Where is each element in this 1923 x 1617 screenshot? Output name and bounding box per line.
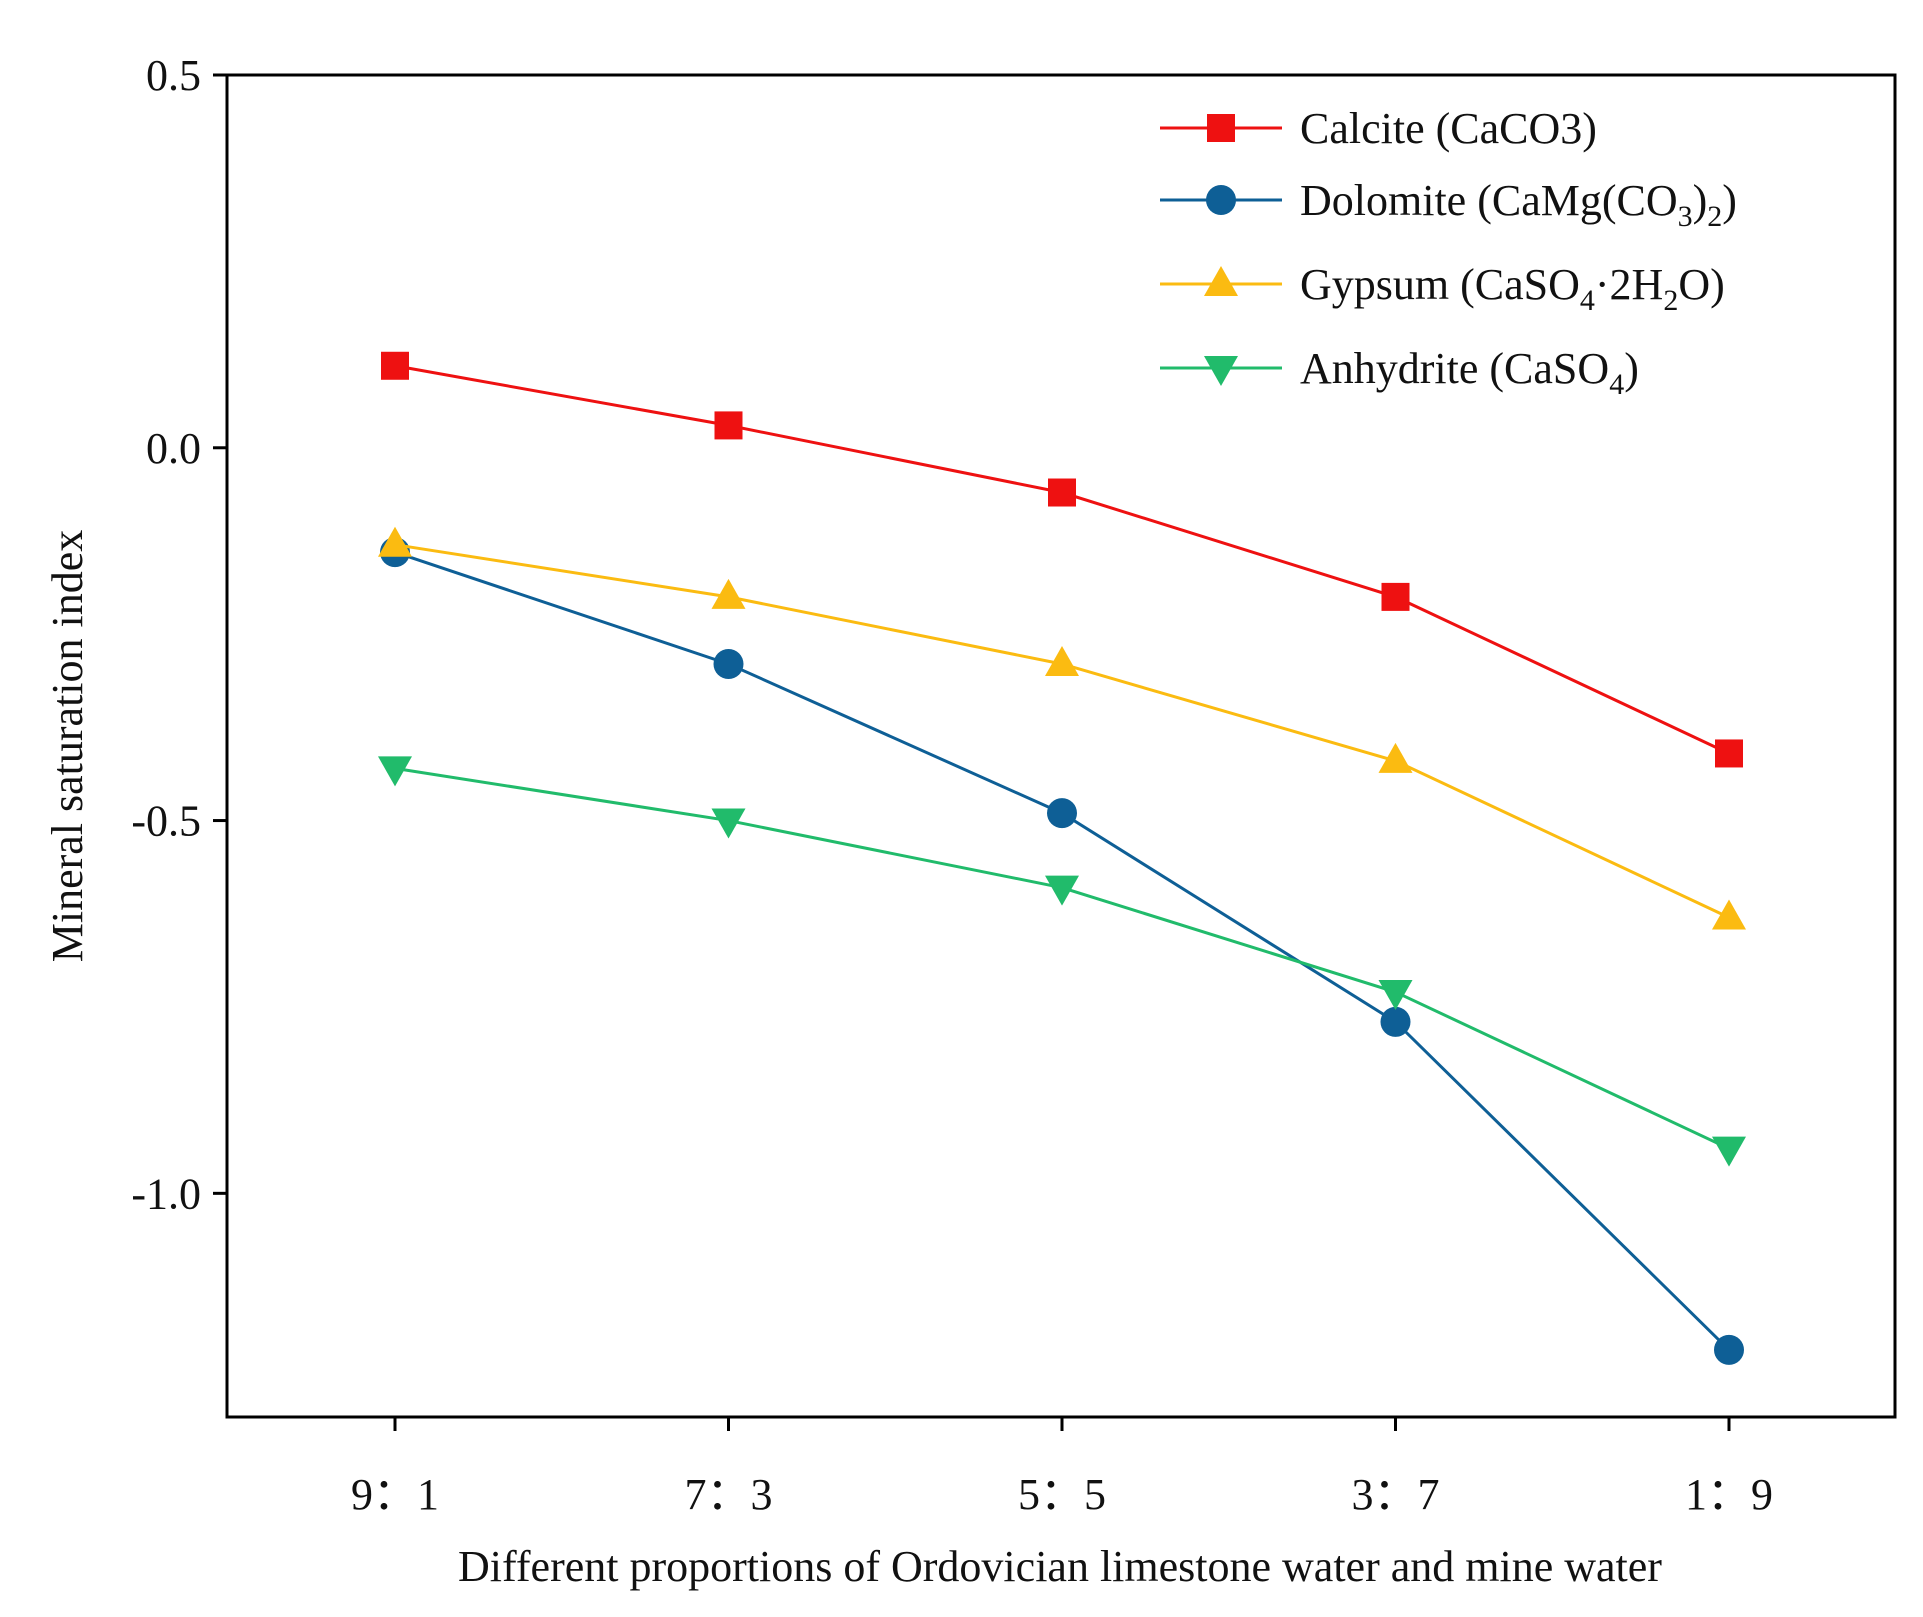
data-point bbox=[1381, 582, 1410, 611]
axis-layer: 0.5 0.0 -0.5 -1.0 9：1 7：3 5：5 3：7 1：9 bbox=[131, 51, 1773, 1519]
y-tick-label: -0.5 bbox=[131, 797, 201, 846]
legend-marker bbox=[1204, 266, 1238, 296]
data-point bbox=[711, 578, 746, 609]
legend-marker bbox=[1204, 356, 1238, 386]
data-point bbox=[1378, 980, 1413, 1011]
y-tick-label: -1.0 bbox=[131, 1169, 201, 1218]
series-line bbox=[394, 364, 1730, 755]
series-square bbox=[381, 351, 1743, 768]
legend-entry: Dolomite (CaMg(CO3)2) bbox=[1300, 176, 1737, 233]
data-point bbox=[1048, 478, 1076, 507]
legend-entry: Gypsum (CaSO4·2H2O) bbox=[1300, 260, 1725, 317]
data-point bbox=[1714, 1334, 1744, 1365]
y-tick-label: 0.0 bbox=[146, 424, 201, 473]
series-line bbox=[394, 543, 1730, 919]
legend-marker bbox=[1206, 185, 1236, 215]
x-tick-label: 1：9 bbox=[1685, 1470, 1773, 1519]
data-point bbox=[1712, 1136, 1746, 1167]
y-tick-label: 0.5 bbox=[146, 51, 201, 100]
series-triangle-up bbox=[378, 526, 1746, 930]
data-point bbox=[378, 756, 412, 787]
data-point bbox=[381, 351, 409, 380]
legend: Calcite (CaCO3) Dolomite (CaMg(CO3)2) Gyps… bbox=[1160, 104, 1737, 401]
x-tick-label: 5：5 bbox=[1018, 1470, 1106, 1519]
x-axis-title: Different proportions of Ordovician lime… bbox=[458, 1542, 1662, 1591]
y-axis-title: Mineral saturation index bbox=[43, 530, 92, 963]
x-tick-label: 3：7 bbox=[1352, 1470, 1440, 1519]
data-point bbox=[714, 411, 743, 440]
data-point bbox=[1380, 1006, 1411, 1037]
data-point bbox=[378, 526, 412, 557]
legend-entry: Calcite (CaCO3) bbox=[1300, 104, 1597, 153]
series-layer bbox=[378, 351, 1746, 1365]
data-point bbox=[711, 808, 746, 839]
data-point bbox=[1378, 742, 1413, 773]
data-point bbox=[1712, 899, 1746, 930]
data-point bbox=[1047, 798, 1077, 829]
data-point bbox=[713, 648, 744, 679]
data-point bbox=[1045, 645, 1079, 676]
x-tick-label: 7：3 bbox=[685, 1470, 773, 1519]
series-triangle-down bbox=[378, 756, 1746, 1167]
data-point bbox=[1715, 739, 1743, 768]
legend-marker bbox=[1207, 114, 1235, 142]
data-point bbox=[1045, 875, 1079, 906]
x-tick-label: 9：1 bbox=[351, 1470, 439, 1519]
legend-entry: Anhydrite (CaSO4) bbox=[1300, 344, 1639, 401]
